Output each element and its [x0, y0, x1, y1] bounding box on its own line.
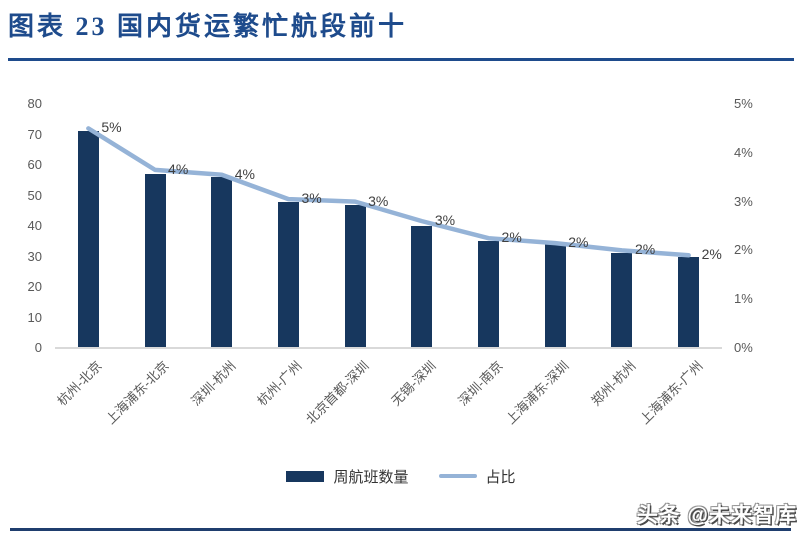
title-underline: [8, 58, 794, 61]
y-axis-tick-left: 10: [27, 309, 42, 325]
x-axis-label-上海浦东-深圳: 上海浦东-深圳: [503, 358, 572, 427]
y-axis-tick-left: 50: [27, 187, 42, 203]
x-axis-label-深圳-杭州: 深圳-杭州: [188, 358, 239, 409]
bar-上海浦东-深圳: [544, 244, 566, 348]
y-axis-tick-right: 3%: [734, 193, 753, 209]
ratio-line-path: [86, 126, 691, 258]
y-axis-tick-right: 5%: [734, 96, 753, 111]
legend: 周航班数量 占比: [0, 464, 802, 488]
bar-深圳-杭州: [211, 177, 233, 348]
bar-上海浦东-北京: [144, 174, 166, 348]
line-point-label: 5%: [101, 119, 122, 136]
line-point-label: 4%: [234, 165, 255, 182]
x-axis-label-深圳-南京: 深圳-南京: [454, 358, 506, 409]
y-axis-tick-right: 2%: [734, 242, 753, 258]
y-axis-tick-left: 0: [34, 340, 42, 355]
legend-item-bar-series: 周航班数量: [286, 466, 409, 487]
watermark: 头条 @未来智库: [636, 504, 797, 527]
legend-item-line-series: 占比: [438, 466, 516, 487]
line-point-label: 4%: [168, 160, 189, 177]
x-axis-label-杭州-广州: 杭州-广州: [254, 358, 306, 409]
ratio-line: [86, 126, 691, 258]
y-axis-tick-left: 20: [27, 279, 42, 294]
bar-无锡-深圳: [411, 226, 433, 348]
bar-上海浦东-广州: [678, 256, 700, 348]
line-point-label: 3%: [434, 212, 456, 229]
line-point-label: 2%: [634, 241, 656, 258]
chart-title: 图表 23 国内货运繁忙航段前十: [8, 12, 408, 41]
y-axis-tick-left: 30: [27, 248, 42, 264]
legend-line-swatch: [438, 474, 477, 478]
legend-bar-swatch: [286, 470, 325, 482]
legend-bar-label: 周航班数量: [333, 468, 409, 486]
line-point-label: 2%: [701, 246, 722, 263]
x-axis-baseline: [55, 347, 722, 349]
bar-北京首都-深圳: [344, 204, 366, 348]
bar-杭州-北京: [77, 131, 99, 348]
x-axis-label-上海浦东-广州: 上海浦东-广州: [636, 358, 706, 427]
y-axis-tick-left: 40: [27, 218, 42, 233]
bar-深圳-南京: [478, 241, 500, 348]
footer-divider: [10, 528, 791, 531]
line-point-label: 3%: [368, 192, 389, 209]
x-axis-label-无锡-深圳: 无锡-深圳: [388, 358, 439, 409]
bar-郑州-杭州: [611, 253, 633, 348]
line-point-label: 2%: [501, 229, 522, 246]
legend-line-label: 占比: [485, 468, 516, 486]
y-axis-tick-right: 1%: [734, 291, 753, 307]
y-axis-tick-left: 70: [27, 126, 42, 142]
x-axis-label-北京首都-深圳: 北京首都-深圳: [303, 358, 372, 427]
y-axis-tick-left: 60: [27, 157, 42, 172]
line-point-label: 2%: [568, 234, 589, 251]
x-axis-label-上海浦东-北京: 上海浦东-北京: [102, 358, 172, 427]
bar-杭州-广州: [277, 201, 299, 348]
x-axis-label-杭州-北京: 杭州-北京: [54, 358, 106, 409]
y-axis-tick-right: 0%: [734, 340, 753, 355]
line-point-label: 3%: [301, 190, 322, 207]
x-axis-label-郑州-杭州: 郑州-杭州: [588, 358, 639, 409]
y-axis-tick-right: 4%: [734, 144, 753, 160]
y-axis-tick-left: 80: [27, 96, 42, 111]
